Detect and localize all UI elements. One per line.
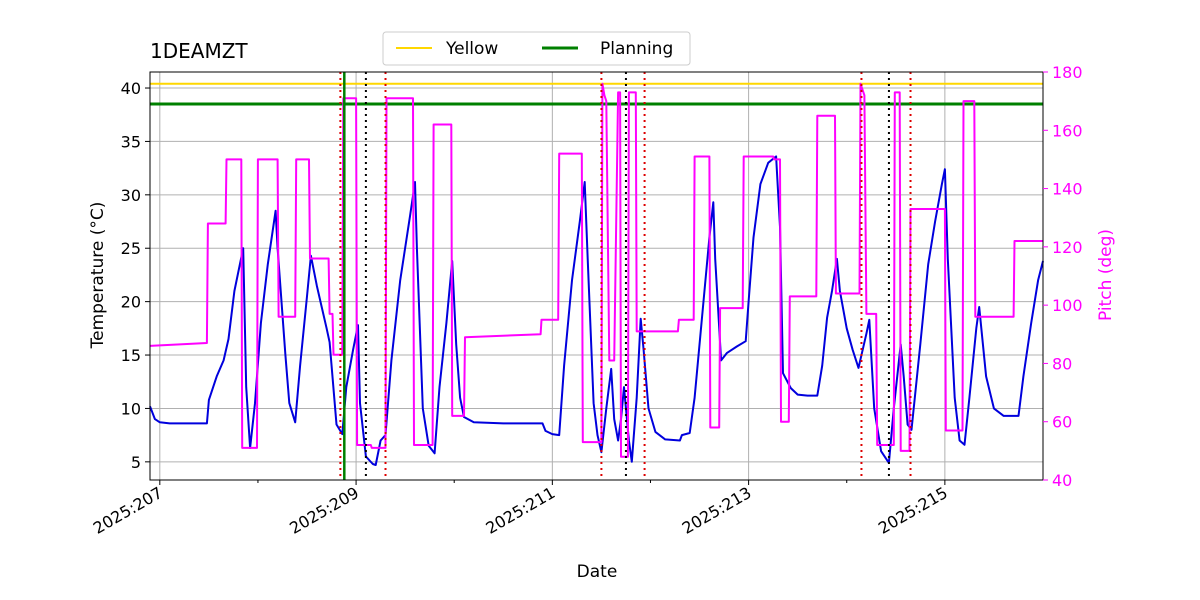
y-axis-left: 5 10 15 20 25 30 35 40 bbox=[121, 79, 150, 472]
y2-axis-label: Pitch (deg) bbox=[1096, 229, 1116, 321]
legend-box bbox=[382, 31, 691, 66]
series-group bbox=[149, 82, 1044, 466]
y2-tick-label: 120 bbox=[1052, 238, 1083, 257]
y-tick-label: 20 bbox=[121, 293, 141, 312]
chart-title: 1DEAMZT bbox=[150, 39, 248, 63]
y-tick-label: 15 bbox=[121, 346, 141, 365]
y-tick-label: 30 bbox=[121, 186, 141, 205]
y2-tick-label: 80 bbox=[1052, 354, 1072, 373]
y2-tick-label: 40 bbox=[1052, 471, 1072, 490]
y-axis-label: Temperature (°C) bbox=[88, 202, 108, 350]
y-axis-right: 40 60 80 100 120 140 160 180 bbox=[1043, 63, 1083, 490]
y-tick-label: 35 bbox=[121, 132, 141, 151]
y-tick-label: 40 bbox=[121, 79, 141, 98]
event-lines bbox=[339, 72, 912, 480]
x-tick-label: 2025:207 bbox=[90, 483, 166, 538]
x-axis-label: Date bbox=[577, 562, 618, 582]
x-axis: 2025:207 2025:209 2025:211 2025:213 2025:215 bbox=[90, 480, 951, 538]
pitch-line bbox=[149, 82, 1043, 458]
x-tick-label: 2025:215 bbox=[875, 483, 951, 538]
y2-tick-label: 160 bbox=[1052, 121, 1083, 140]
y2-tick-label: 100 bbox=[1052, 296, 1083, 315]
x-tick-label: 2025:209 bbox=[286, 483, 362, 538]
legend-label-yellow: Yellow bbox=[445, 39, 498, 59]
y2-tick-label: 180 bbox=[1052, 63, 1083, 82]
x-tick-label: 2025:213 bbox=[679, 483, 755, 538]
y-tick-label: 5 bbox=[131, 453, 141, 472]
y-tick-label: 25 bbox=[121, 239, 141, 258]
x-tick-label: 2025:211 bbox=[482, 483, 558, 538]
y2-tick-label: 140 bbox=[1052, 180, 1083, 199]
y-tick-label: 10 bbox=[121, 399, 141, 418]
legend: Yellow Planning bbox=[382, 31, 691, 66]
y2-tick-label: 60 bbox=[1052, 413, 1072, 432]
plot-frame bbox=[149, 71, 1044, 481]
legend-label-planning: Planning bbox=[600, 39, 673, 59]
limit-lines bbox=[150, 82, 1043, 106]
